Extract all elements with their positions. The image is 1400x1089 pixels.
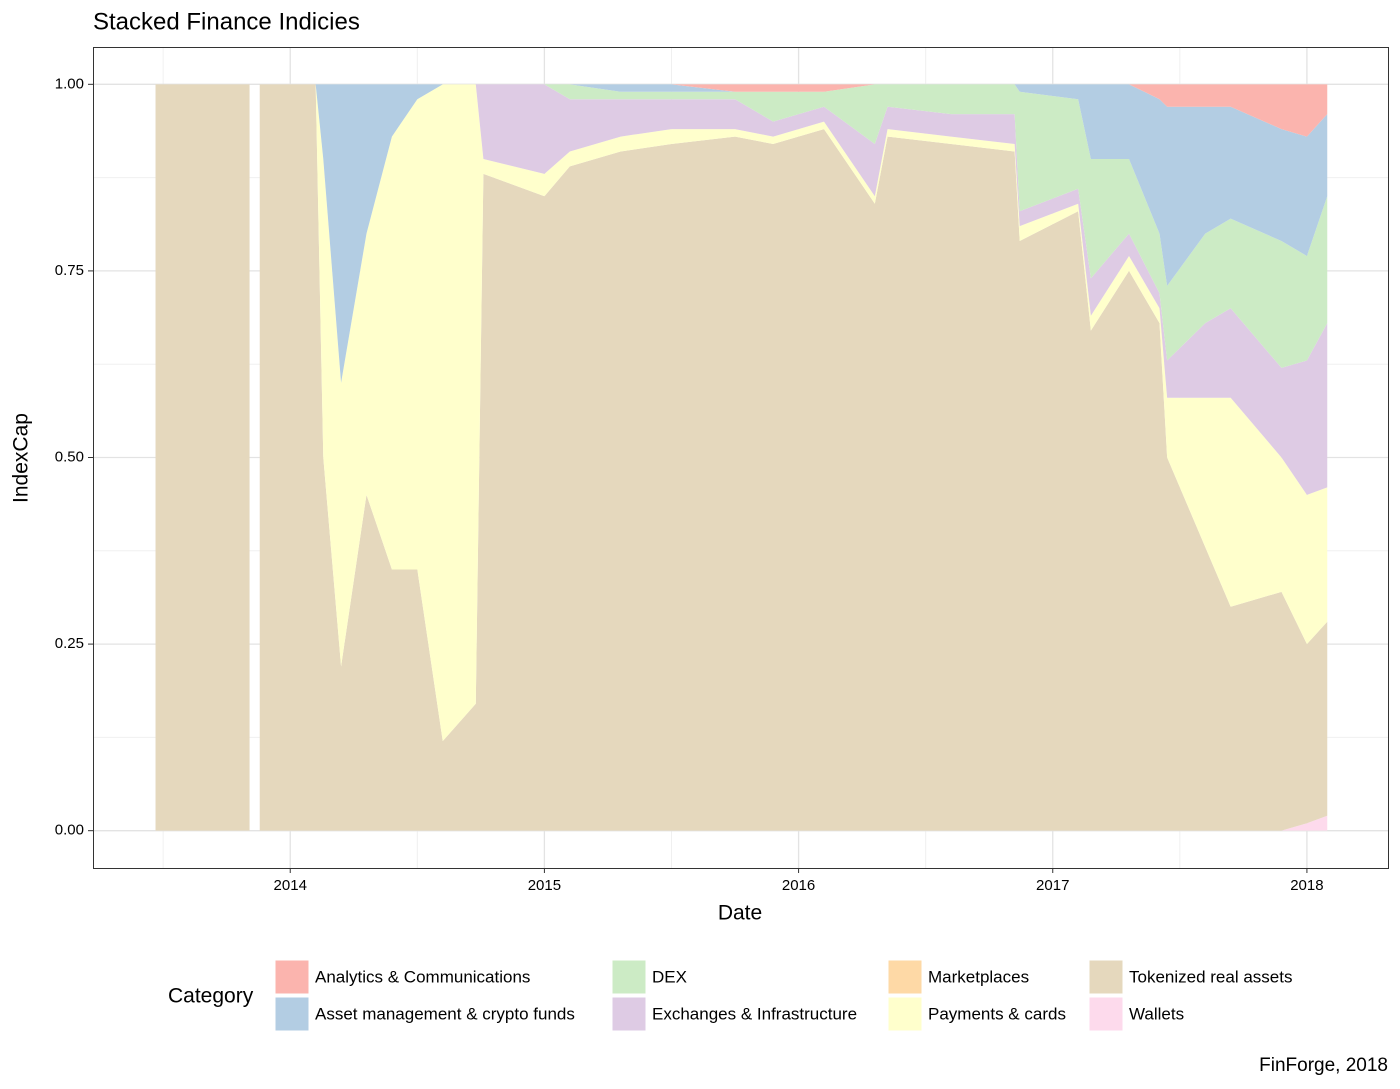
- x-tick-label: 2014: [274, 877, 307, 894]
- legend-key: [611, 959, 647, 995]
- x-tick-label: 2018: [1290, 877, 1323, 894]
- legend-key: [887, 959, 923, 995]
- y-axis-label: IndexCap: [10, 413, 33, 503]
- axes: 2014 2015 2016 2017 2018 0.00 0.25 0.50 0.75 1.00: [55, 75, 1324, 894]
- legend-label: Asset management & crypto funds: [315, 1004, 575, 1023]
- y-tick-label: 0.75: [55, 262, 84, 279]
- area: [155, 84, 1328, 383]
- panel-border: [93, 47, 1389, 869]
- legend-key: [887, 996, 923, 1032]
- legend-key: [611, 996, 647, 1032]
- caption: FinForge, 2018: [1259, 1055, 1388, 1076]
- x-tick-label: 2017: [1036, 877, 1069, 894]
- legend-label: Payments & cards: [928, 1004, 1066, 1023]
- x-tick-label: 2016: [782, 877, 815, 894]
- y-tick-label: 1.00: [55, 75, 84, 92]
- legend-key: [274, 996, 310, 1032]
- legend: Analytics & Communications Asset manageme…: [274, 959, 1292, 1032]
- chart-title: Stacked Finance Indicies: [93, 8, 360, 35]
- y-tick-label: 0.50: [55, 448, 84, 465]
- legend-key: [274, 959, 310, 995]
- x-tick-label: 2015: [528, 877, 561, 894]
- legend-label: Analytics & Communications: [315, 967, 530, 986]
- area: [155, 84, 1328, 383]
- area: [155, 84, 1328, 742]
- area: [155, 84, 1328, 831]
- legend-key: [1088, 959, 1124, 995]
- legend-label: Marketplaces: [928, 967, 1029, 986]
- legend-label: Wallets: [1129, 1004, 1184, 1023]
- x-axis-label: Date: [718, 902, 762, 925]
- y-tick-label: 0.00: [55, 822, 84, 839]
- area: [155, 84, 1328, 495]
- legend-label: Tokenized real assets: [1129, 967, 1292, 986]
- legend-label: Exchanges & Infrastructure: [652, 1004, 857, 1023]
- legend-key: [1088, 996, 1124, 1032]
- plot-area: [155, 84, 1328, 831]
- legend-label: DEX: [652, 967, 687, 986]
- legend-title: Category: [168, 985, 254, 1008]
- y-tick-label: 0.25: [55, 635, 84, 652]
- area: [155, 84, 1328, 137]
